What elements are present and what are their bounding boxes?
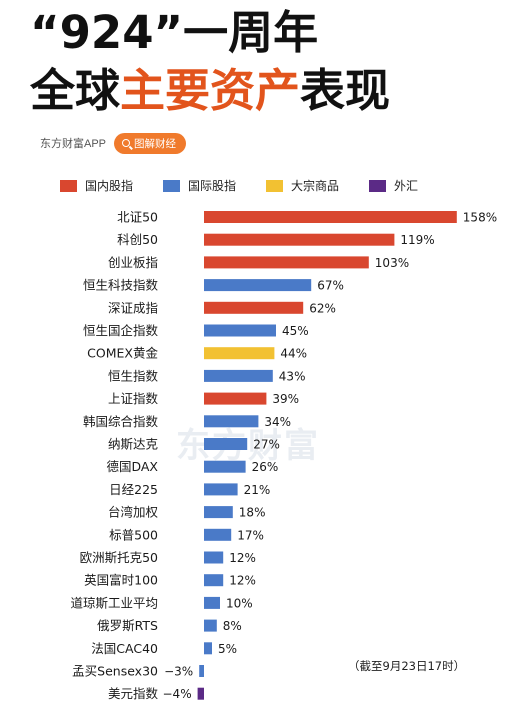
title-prefix: 全球 (30, 64, 121, 117)
category-label-19: 法国CAC40 (91, 641, 158, 656)
legend-item-forex: 外汇 (369, 177, 418, 194)
category-label-11: 德国DAX (106, 459, 158, 474)
category-label-7: 恒生指数 (108, 368, 159, 383)
category-label-12: 日经225 (109, 482, 158, 497)
value-label-12: 21% (244, 483, 271, 497)
category-label-18: 俄罗斯RTS (97, 618, 158, 633)
bar-11 (204, 460, 246, 473)
value-label-10: 27% (253, 438, 280, 452)
category-label-16: 英国富时100 (84, 573, 158, 588)
tujie-caijing-button[interactable]: 图解财经 (114, 132, 187, 154)
value-label-14: 17% (237, 528, 264, 542)
category-label-4: 深证成指 (108, 300, 158, 315)
bar-14 (204, 528, 232, 541)
data-cutoff-note: （截至9月23日17时） (348, 659, 466, 673)
legend-label-international: 国际股指 (188, 179, 237, 193)
category-label-3: 恒生科技指数 (83, 278, 159, 293)
legend-swatch-forex (369, 179, 387, 192)
category-label-21: 美元指数 (108, 686, 159, 701)
bar-3 (204, 279, 312, 292)
bar-20 (199, 665, 204, 677)
category-label-0: 北证50 (117, 210, 158, 225)
bar-18 (204, 619, 217, 632)
bar-1 (204, 233, 395, 246)
category-label-10: 纳斯达克 (108, 437, 158, 452)
bar-9 (204, 415, 259, 428)
value-label-21: −4% (163, 687, 192, 701)
category-label-13: 台湾加权 (108, 505, 159, 520)
category-label-2: 创业板指 (108, 255, 158, 270)
legend-swatch-international (163, 179, 181, 192)
category-label-20: 孟买Sensex30 (72, 664, 158, 679)
bar-19 (204, 642, 212, 655)
category-label-15: 欧洲斯托克50 (80, 550, 158, 565)
value-label-0: 158% (463, 211, 497, 225)
title-highlight: 主要资产 (120, 64, 301, 117)
bar-15 (204, 551, 224, 564)
bar-0 (204, 211, 457, 223)
category-label-14: 标普500 (109, 527, 158, 542)
legend-swatch-domestic (60, 179, 77, 192)
bar-16 (204, 574, 224, 587)
bar-13 (204, 506, 233, 519)
value-label-11: 26% (252, 460, 279, 474)
category-label-6: COMEX黄金 (87, 346, 158, 361)
bar-5 (204, 324, 276, 337)
value-label-1: 119% (400, 233, 434, 247)
value-label-3: 67% (317, 279, 344, 293)
title-line-1: “924”一周年 (30, 6, 319, 59)
category-label-17: 道琼斯工业平均 (70, 595, 158, 610)
value-label-20: −3% (164, 665, 193, 679)
bar-21 (197, 687, 204, 700)
bar-6 (204, 347, 275, 360)
value-label-6: 44% (280, 347, 307, 361)
value-label-4: 62% (309, 301, 336, 315)
value-label-8: 39% (272, 392, 299, 406)
category-label-8: 上证指数 (108, 391, 159, 406)
tujie-caijing-label: 图解财经 (134, 137, 177, 150)
value-label-18: 8% (223, 619, 242, 633)
value-label-5: 45% (282, 324, 309, 338)
legend-label-commodities: 大宗商品 (291, 179, 340, 193)
legend-label-forex: 外汇 (394, 179, 419, 193)
title-line-2: 全球主要资产表现 (30, 64, 390, 118)
value-label-2: 103% (375, 256, 409, 270)
legend-item-international: 国际股指 (163, 177, 236, 194)
brand-name: 东方财富APP (40, 138, 107, 150)
value-label-9: 34% (264, 415, 291, 429)
bar-10 (204, 438, 248, 450)
value-label-7: 43% (279, 369, 306, 383)
bar-8 (204, 392, 267, 405)
bar-7 (204, 369, 273, 382)
value-label-13: 18% (239, 506, 266, 520)
value-label-16: 12% (229, 574, 256, 588)
bar-4 (204, 301, 304, 314)
title-suffix: 表现 (300, 64, 391, 117)
value-label-15: 12% (229, 551, 256, 565)
category-label-1: 科创50 (117, 232, 158, 247)
legend-item-domestic: 国内股指 (60, 177, 133, 194)
bar-17 (204, 596, 220, 609)
brand-row: 东方财富APP 图解财经 (40, 132, 187, 154)
value-label-17: 10% (226, 596, 253, 610)
value-label-19: 5% (218, 642, 237, 656)
legend-swatch-commodities (266, 179, 284, 192)
legend-item-commodities: 大宗商品 (266, 177, 339, 194)
bar-12 (204, 483, 238, 496)
legend: 国内股指 国际股指 大宗商品 外汇 (60, 177, 418, 194)
category-label-9: 韩国综合指数 (83, 414, 159, 429)
legend-label-domestic: 国内股指 (85, 179, 134, 193)
search-icon (122, 139, 131, 147)
category-label-5: 恒生国企指数 (83, 323, 159, 338)
bar-2 (204, 256, 369, 269)
